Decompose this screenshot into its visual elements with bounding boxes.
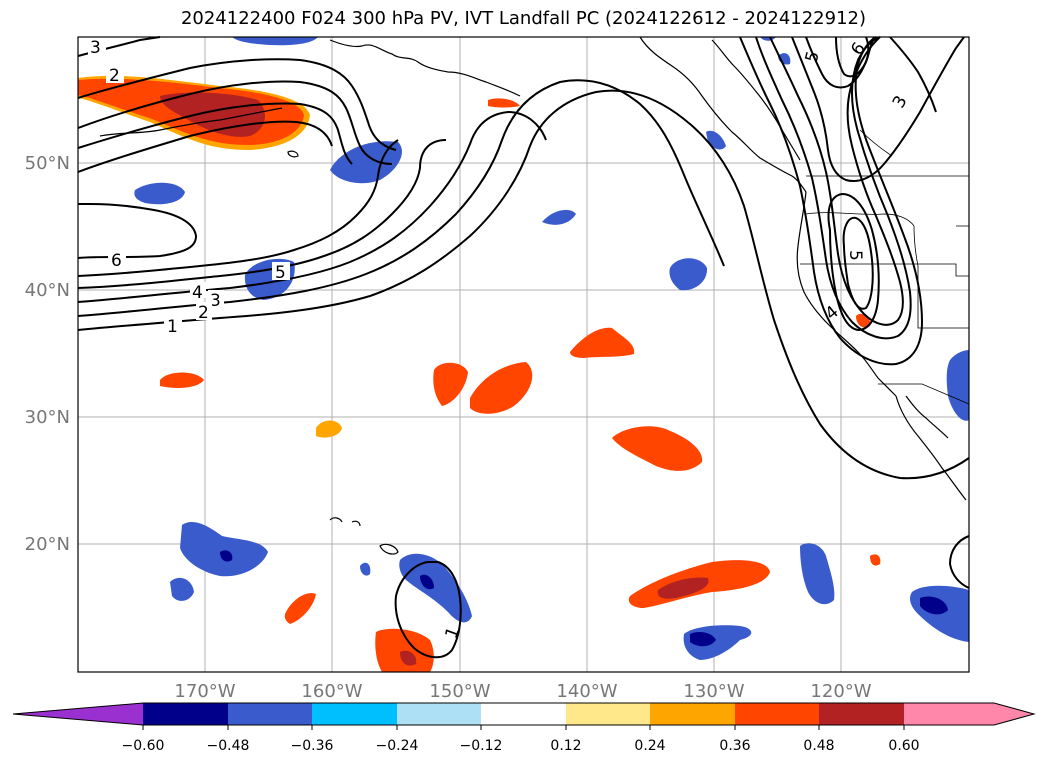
contour-20 [842,216,874,310]
contour-21 [394,561,462,659]
positive-anomaly-6 [570,327,635,358]
contour-label-12: 5 [845,250,865,261]
positive-anomaly-small-1 [488,98,520,108]
lon-label-140w: 140°W [556,681,617,702]
positive-anomaly-11-core [657,577,709,599]
colorbar-bin-4 [397,703,481,725]
contour-7 [77,36,161,57]
colorbar-extend-high [904,703,1034,725]
colorbar-bin-9 [819,703,904,725]
contour-label-5: 3 [210,291,221,311]
negative-anomaly-11 [399,553,472,623]
colorbar-bin-7 [650,703,735,725]
colorbar-tick-3: −0.36 [291,738,334,754]
negative-anomaly-12 [800,543,835,605]
colorbar-tick-1: −0.60 [122,738,165,754]
contour-16 [805,36,875,89]
colorbar-tick-2: −0.48 [207,738,250,754]
positive-anomaly-10 [375,628,434,672]
lon-label-130w: 130°W [683,681,744,702]
colorbar-extend-low [13,703,143,725]
colorbar-tick-6: 0.12 [550,738,581,754]
colorbar-bin-5 [481,703,566,725]
colorbar-tick-9: 0.48 [803,738,834,754]
contour-label-4: 4 [192,283,203,303]
colorbar-tick-10: 0.60 [888,738,919,754]
positive-anomaly-7 [612,426,703,471]
negative-anomaly-8 [180,522,268,577]
negative-anomaly-15 [946,350,969,421]
contour-1 [77,89,970,480]
colorbar-bin-1 [143,703,228,725]
positive-anomaly-2 [160,372,204,388]
lon-label-120w: 120°W [810,681,871,702]
lon-label-160w: 160°W [301,681,362,702]
positive-anomaly-4 [433,362,468,406]
contour-19 [827,192,880,332]
positive-anomaly-5 [470,362,533,414]
lat-label-20n: 20°N [25,534,70,555]
contour-9 [77,80,393,165]
contour-12 [739,36,924,366]
lon-label-150w: 150°W [429,681,490,702]
contour-label-2: 2 [109,66,120,86]
pv-anomaly-shading [78,37,969,672]
colorbar: −0.60 −0.48 −0.36 −0.24 −0.12 0.12 0.24 … [12,702,1036,754]
contour-6 [77,203,198,259]
contour-label-9: 5 [802,49,824,65]
lat-label-40n: 40°N [25,280,70,301]
ivt-contours [77,36,970,659]
contour-label-1: 3 [90,38,101,58]
positive-anomaly-9 [284,593,316,624]
contour-17 [835,36,870,78]
map-title: 2024122400 F024 300 hPa PV, IVT Landfall… [180,8,867,29]
colorbar-tick-4: −0.24 [376,738,419,754]
colorbar-bin-3 [312,703,397,725]
positive-anomaly-10-core [400,650,417,666]
contour-3 [77,110,547,303]
lat-label-30n: 30°N [25,407,70,428]
contour-10 [77,102,353,165]
contour-label-3: 6 [111,251,122,271]
longitude-labels: 170°W 160°W 150°W 140°W 130°W 120°W [174,681,871,702]
latitude-labels: 50°N 40°N 30°N 20°N [25,153,70,555]
contour-18 [889,36,937,113]
negative-anomaly-top-1 [232,37,318,46]
negative-anomaly-14-core [920,596,948,615]
positive-anomaly-12 [870,554,881,566]
negative-anomaly-3 [542,209,576,225]
negative-anomaly-9 [170,577,194,601]
negative-anomaly-2 [134,182,185,205]
negative-anomaly-1 [330,141,402,184]
colorbar-bin-6 [566,703,650,725]
negative-anomaly-11-core [420,574,434,590]
contour-4 [77,139,447,289]
contour-15 [791,36,965,182]
contour-label-6: 2 [198,303,209,323]
contour-14 [769,36,904,326]
negative-anomaly-10 [360,562,371,576]
colorbar-tick-7: 0.24 [634,738,665,754]
positive-anomaly-nw [78,75,310,150]
contour-8 [77,58,397,151]
colorbar-bin-8 [735,703,819,725]
negative-anomaly-5 [669,258,708,291]
colorbar-tick-8: 0.36 [719,738,750,754]
contour-13 [755,36,912,340]
map-frame [77,36,970,673]
contour-5 [77,139,399,277]
lat-label-50n: 50°N [25,153,70,174]
colorbar-tick-5: −0.12 [460,738,503,754]
positive-anomaly-3 [316,420,342,438]
contour-22 [948,535,970,589]
negative-anomaly-8-core [220,550,233,562]
contour-2 [77,79,725,317]
negative-anomaly-13-core [690,632,716,647]
contour-11 [77,120,333,173]
lon-label-170w: 170°W [174,681,235,702]
colorbar-bin-2 [228,703,312,725]
contour-label-7: 1 [167,317,178,337]
contour-label-8: 5 [275,263,286,283]
